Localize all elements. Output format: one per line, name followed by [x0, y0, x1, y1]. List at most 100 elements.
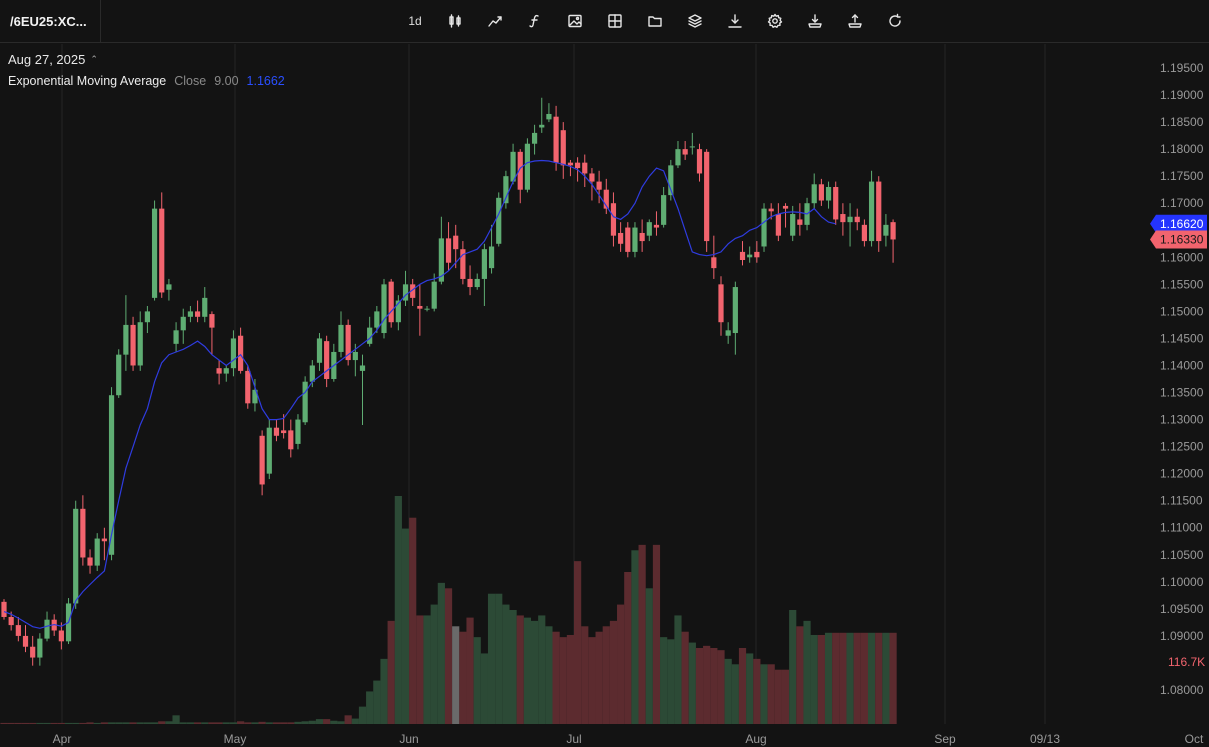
candle-body: [94, 538, 100, 566]
image-icon[interactable]: [561, 7, 589, 35]
volume-bar: [36, 722, 44, 724]
candle-body: [488, 246, 495, 269]
layout-icon[interactable]: [601, 7, 629, 35]
volume-bar: [487, 593, 496, 724]
function-icon[interactable]: [521, 7, 549, 35]
candle-body: [890, 222, 896, 240]
buy-order-icon[interactable]: [801, 7, 829, 35]
volume-bar: [416, 615, 424, 724]
volume-bar: [509, 610, 517, 724]
candle-body: [381, 284, 387, 334]
volume-bar: [21, 722, 30, 724]
volume-bar: [100, 722, 108, 724]
y-tick-label: 1.16000: [1160, 250, 1204, 264]
indicator-name: Exponential Moving Average: [8, 74, 167, 88]
candlesticks: [1, 97, 896, 666]
sell-order-icon[interactable]: [841, 7, 869, 35]
candle-body: [259, 435, 265, 485]
chevron-up-icon[interactable]: ⌃: [90, 54, 98, 64]
candle-body: [173, 330, 179, 344]
candle-body: [44, 619, 50, 639]
candle-body: [797, 219, 803, 225]
volume-bar: [265, 722, 273, 724]
volume-bar: [810, 634, 818, 724]
volume-bar: [351, 718, 359, 724]
candle-body: [453, 235, 459, 250]
volume-bar: [523, 617, 532, 724]
volume-bar: [201, 722, 209, 724]
interval-button[interactable]: 1d: [408, 14, 422, 28]
candle-body: [359, 365, 366, 371]
candle-body: [553, 116, 559, 163]
volume-bar: [258, 721, 266, 724]
candle-body: [137, 322, 143, 366]
y-tick-label: 1.17500: [1160, 169, 1204, 183]
indicator-source: Close: [174, 74, 207, 88]
candle-body: [618, 232, 624, 244]
volume-bar: [437, 582, 445, 724]
candle-body: [266, 427, 272, 474]
indicator-legend[interactable]: Exponential Moving Average Close 9.00 1.…: [8, 74, 285, 88]
volume-bar: [409, 517, 417, 724]
candle-body: [632, 227, 638, 252]
volume-bar: [767, 664, 775, 724]
candle-body: [840, 214, 846, 223]
volume-bar: [688, 642, 696, 724]
y-tick-label: 1.10000: [1160, 575, 1204, 589]
folder-icon[interactable]: [641, 7, 669, 35]
candle-body: [646, 222, 652, 236]
volume-bar: [229, 722, 238, 724]
volume-bar: [136, 722, 144, 724]
candle-body: [130, 324, 136, 366]
price-axis[interactable]: 1.19500 1.19000 1.18500 1.18000 1.17500 1.170…: [1150, 61, 1207, 697]
price-chart[interactable]: 1.19500 1.19000 1.18500 1.18000 1.17500 1.170…: [0, 44, 1209, 747]
gear-icon[interactable]: [761, 7, 789, 35]
volume-bar: [129, 722, 137, 724]
candle-body: [689, 146, 695, 148]
refresh-icon[interactable]: [881, 7, 909, 35]
date-label: Aug 27, 2025: [8, 52, 86, 67]
symbol-label[interactable]: /6EU25:XC...: [0, 0, 101, 43]
candle-type-icon[interactable]: [441, 7, 469, 35]
volume-bar: [244, 722, 252, 724]
candle-body: [209, 314, 215, 328]
y-tick-label: 1.14500: [1160, 331, 1204, 345]
volume-bar: [674, 615, 682, 724]
layers-icon[interactable]: [681, 7, 709, 35]
candle-body: [338, 324, 344, 352]
indicator-trend-icon[interactable]: [481, 7, 509, 35]
candle-body: [101, 538, 107, 542]
candle-body: [417, 305, 423, 309]
candle-body: [309, 365, 315, 382]
candle-body: [180, 316, 186, 331]
candle-body: [324, 341, 330, 379]
y-tick-label: 1.15000: [1160, 304, 1204, 318]
volume-bar: [208, 722, 216, 724]
volume-bar: [695, 648, 704, 724]
volume-bar: [64, 722, 73, 724]
candle-body: [58, 630, 64, 642]
volume-bar: [731, 664, 739, 724]
candle-body: [352, 351, 358, 361]
time-axis[interactable]: Apr May Jun Jul Aug Sep 09/13 Oct: [53, 732, 1204, 746]
candle-body: [718, 284, 724, 323]
y-tick-label: 1.19000: [1160, 88, 1204, 102]
candle-body: [144, 311, 150, 323]
last-price-tag: 1.16330: [1160, 232, 1204, 246]
volume-bar: [337, 721, 345, 724]
candle-body: [467, 278, 473, 288]
volume-bar: [165, 721, 173, 724]
candle-body: [216, 368, 222, 374]
candle-body: [73, 508, 79, 604]
volume-bar: [150, 722, 159, 724]
candle-body: [868, 181, 875, 242]
download-icon[interactable]: [721, 7, 749, 35]
y-tick-label: 1.17000: [1160, 196, 1204, 210]
candle-body: [539, 124, 545, 128]
x-tick-label: Jun: [399, 732, 418, 746]
candle-body: [603, 189, 609, 209]
volume-bar: [323, 719, 331, 724]
volume-bar: [602, 626, 610, 724]
volume-bar: [86, 722, 94, 724]
volume-bar: [301, 721, 309, 724]
